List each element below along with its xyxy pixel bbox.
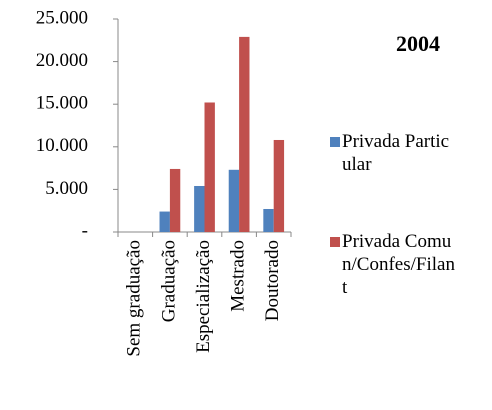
bar — [169, 168, 181, 232]
x-tick-label: Sem graduação — [124, 240, 145, 357]
y-tick-label: - — [82, 220, 88, 241]
x-tick-label: Mestrado — [227, 240, 248, 312]
legend-swatch — [330, 137, 340, 147]
y-tick-label: 10.000 — [36, 135, 88, 156]
bar — [228, 169, 240, 232]
legend-label: Privada Comun/Confes/Filant — [342, 231, 455, 298]
y-tick-label: 20.000 — [36, 50, 88, 71]
x-tick-label: Graduação — [158, 240, 179, 322]
y-tick-label: 25.000 — [36, 7, 88, 28]
legend-label: Privada Particular — [342, 131, 450, 175]
bar — [194, 185, 205, 232]
bar — [239, 36, 250, 232]
bar — [263, 208, 274, 232]
y-tick-label: 15.000 — [36, 93, 88, 114]
bar — [204, 102, 215, 232]
x-tick-label: Doutorado — [262, 240, 283, 321]
bar — [273, 139, 285, 232]
legend-swatch — [330, 237, 340, 247]
chart-title: 2004 — [396, 31, 440, 56]
y-tick-label: 5.000 — [45, 178, 88, 199]
bar — [159, 211, 170, 232]
x-tick-label: Especialização — [193, 240, 214, 353]
